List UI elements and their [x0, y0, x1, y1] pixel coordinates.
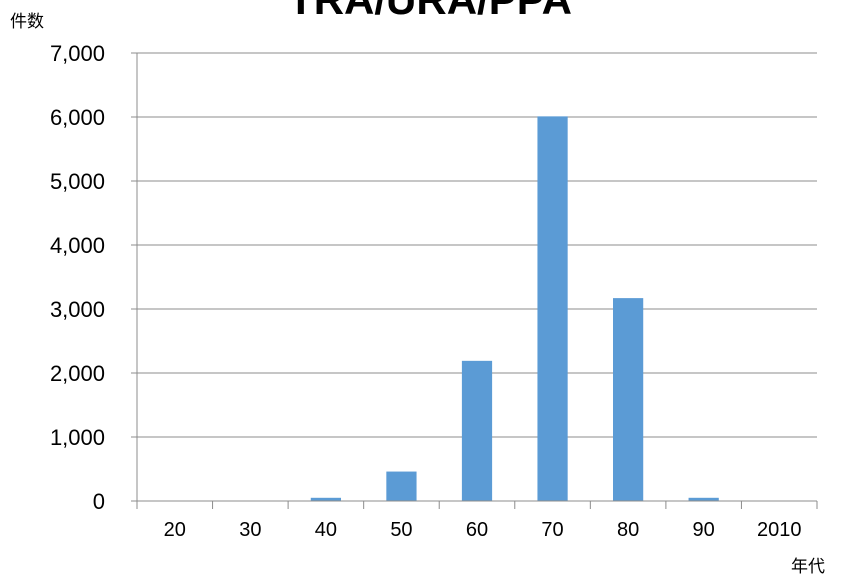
bars	[310, 116, 719, 502]
x-tick-label: 40	[315, 519, 337, 541]
y-tick-label: 2,000	[50, 361, 105, 386]
y-tick-label: 5,000	[50, 169, 105, 194]
bar-40	[310, 497, 341, 501]
y-tick-label: 1,000	[50, 425, 105, 450]
bar-60	[461, 360, 493, 501]
x-tick-label: 30	[239, 519, 261, 541]
x-tick-label: 70	[541, 519, 563, 541]
chart-title: TRA/URA/PPA	[288, 0, 572, 23]
x-tick-label: 20	[164, 519, 186, 541]
x-tick-label: 50	[390, 519, 412, 541]
bar-70	[537, 116, 568, 502]
y-tick-labels: 0 1,000 2,000 3,000 4,000 5,000 6,000 7,000	[50, 41, 105, 514]
x-tick-labels: 20 30 40 50 60 70 80 90 2010	[164, 519, 802, 541]
y-tick-label: 3,000	[50, 297, 105, 322]
axes	[131, 52, 818, 509]
bar-90	[688, 497, 719, 501]
y-axis-title: 件数	[10, 12, 44, 32]
x-tick-label: 90	[693, 519, 715, 541]
x-axis-title: 年代	[791, 557, 825, 577]
x-tick-label: 60	[466, 519, 488, 541]
x-tick-label: 80	[617, 519, 639, 541]
y-tick-label: 4,000	[50, 233, 105, 258]
bar-50	[386, 471, 417, 501]
gridlines	[137, 52, 817, 438]
y-tick-label: 7,000	[50, 41, 105, 66]
y-tick-label: 6,000	[50, 105, 105, 130]
bar-80	[613, 298, 644, 501]
x-tick-label: 2010	[757, 519, 802, 541]
y-tick-label: 0	[93, 489, 105, 514]
